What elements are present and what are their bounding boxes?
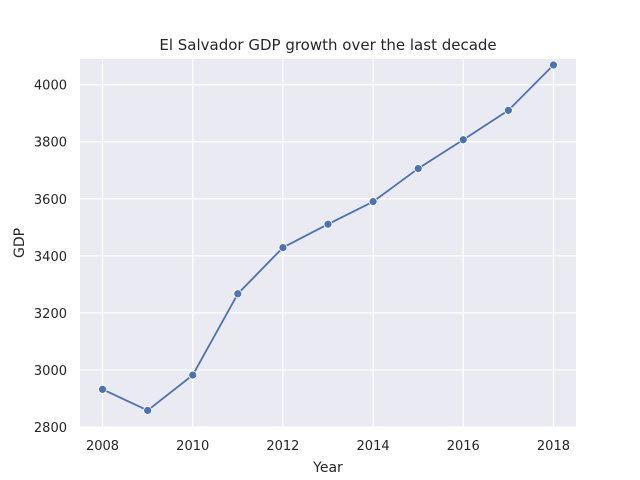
y-tick-label: 3800	[34, 136, 67, 151]
data-point	[98, 384, 107, 394]
data-point	[323, 219, 333, 229]
data-point	[188, 370, 198, 380]
y-axis-label: GDP	[12, 228, 28, 258]
data-point	[413, 164, 423, 173]
x-tick-label: 2008	[86, 439, 119, 454]
data-point	[278, 243, 288, 252]
x-tick-label: 2018	[537, 439, 570, 454]
x-axis-ticks: 2008 2010 2012 2014 2016 2018	[86, 439, 570, 454]
y-tick-label: 2800	[34, 421, 67, 436]
x-tick-label: 2010	[176, 439, 209, 454]
y-tick-label: 3000	[34, 364, 67, 379]
data-point	[503, 105, 513, 115]
chart-title: El Salvador GDP growth over the last dec…	[159, 36, 496, 54]
series-group	[98, 60, 558, 415]
data-point	[458, 135, 468, 145]
y-tick-label: 3600	[34, 193, 67, 208]
data-point	[368, 197, 378, 207]
y-tick-label: 3200	[34, 307, 67, 322]
y-tick-label: 3400	[34, 250, 67, 265]
data-point	[549, 60, 558, 70]
x-tick-label: 2012	[266, 439, 299, 454]
x-axis-label: Year	[312, 460, 343, 476]
grid-lines	[80, 59, 576, 428]
data-point	[143, 406, 153, 415]
data-point	[233, 289, 243, 299]
x-tick-label: 2016	[447, 439, 480, 454]
y-axis-ticks: 2800 3000 3200 3400 3600 3800 4000	[34, 79, 67, 436]
x-tick-label: 2014	[357, 439, 390, 454]
y-tick-label: 4000	[34, 79, 67, 94]
